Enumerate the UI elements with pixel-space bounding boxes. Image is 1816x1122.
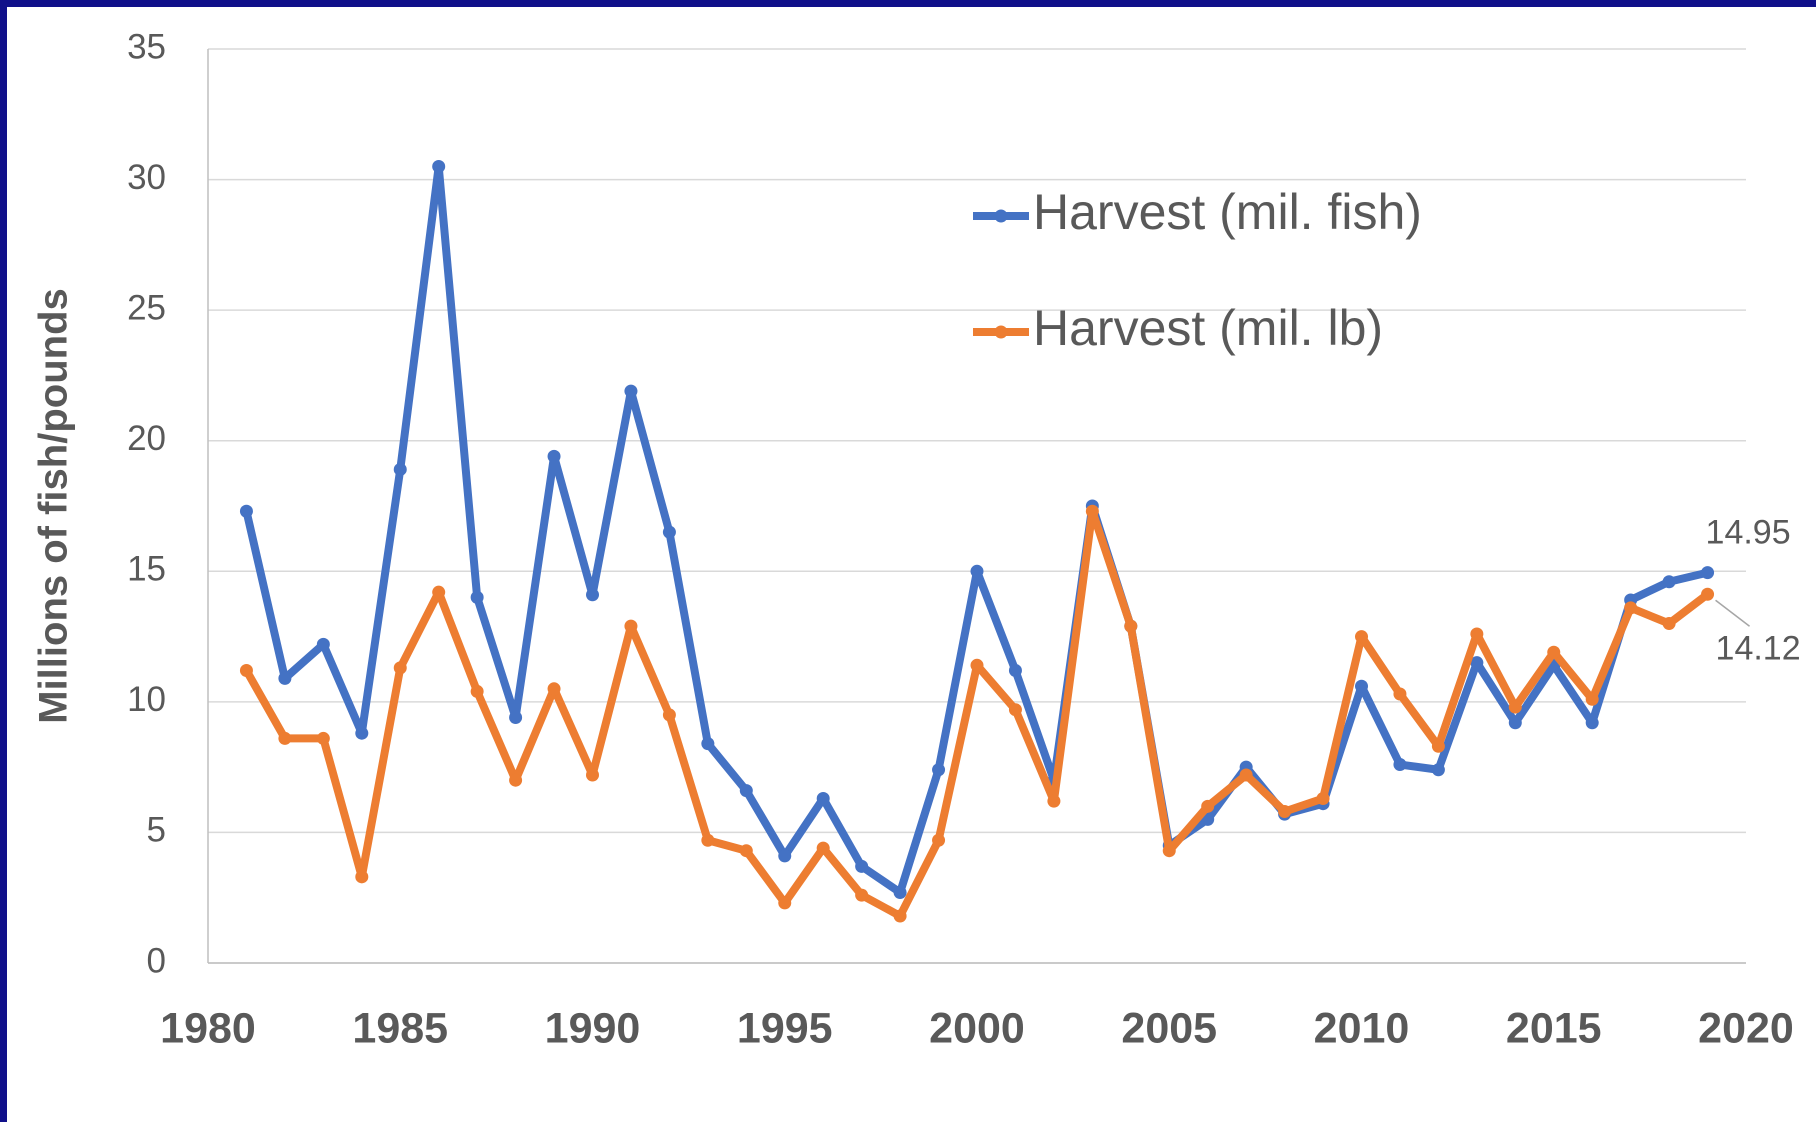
point — [1162, 844, 1176, 858]
point — [739, 844, 753, 858]
y-tick-label: 10 — [127, 680, 166, 719]
point — [1008, 703, 1022, 717]
point — [701, 833, 715, 847]
point — [1278, 805, 1292, 819]
point — [509, 711, 523, 725]
point — [1662, 617, 1676, 631]
leader-line — [1715, 599, 1751, 627]
point — [1585, 692, 1599, 706]
x-tick-label: 2005 — [1121, 1004, 1217, 1052]
point — [1547, 645, 1561, 659]
y-tick-label: 15 — [127, 550, 166, 589]
point — [1393, 758, 1407, 772]
point — [509, 773, 523, 787]
point — [1470, 627, 1484, 641]
y-axis-title: Millions of fish/pounds — [32, 288, 76, 724]
point — [624, 384, 638, 398]
x-tick-label: 2000 — [929, 1004, 1025, 1052]
x-tick-label: 1980 — [160, 1004, 256, 1052]
point — [893, 885, 907, 899]
point — [932, 833, 946, 847]
x-tick-label: 1995 — [737, 1004, 833, 1052]
point — [586, 588, 599, 602]
point — [355, 870, 369, 884]
y-tick-label: 20 — [127, 419, 166, 458]
point — [393, 462, 407, 476]
y-tick-label: 25 — [127, 288, 166, 327]
point — [1355, 630, 1368, 644]
point — [547, 449, 561, 463]
point — [1316, 791, 1330, 805]
point — [239, 504, 253, 518]
point — [1585, 716, 1599, 730]
x-tick-label: 1990 — [545, 1004, 641, 1052]
point — [1124, 619, 1138, 633]
x-tick-label: 2010 — [1314, 1004, 1410, 1052]
point — [1085, 504, 1099, 518]
y-tick-label: 35 — [127, 27, 166, 66]
data-label: 14.12 — [1716, 629, 1801, 667]
point — [778, 896, 792, 910]
point — [470, 684, 484, 698]
point — [1008, 664, 1022, 678]
point — [816, 841, 830, 855]
point — [1470, 656, 1484, 670]
point — [1201, 799, 1215, 813]
point — [278, 671, 292, 685]
point — [1508, 700, 1522, 714]
point — [624, 619, 638, 633]
point — [432, 585, 446, 599]
y-tick-label: 5 — [147, 811, 166, 850]
point — [393, 661, 407, 675]
legend-marker — [994, 325, 1008, 339]
legend-label: Harvest (mil. fish) — [1033, 184, 1422, 240]
point — [470, 590, 484, 604]
series-line — [242, 162, 1709, 897]
point — [355, 726, 369, 740]
point — [893, 909, 907, 923]
point — [701, 737, 715, 751]
point — [1431, 739, 1445, 753]
point — [316, 731, 330, 745]
legend-label: Harvest (mil. lb) — [1033, 300, 1383, 356]
x-tick-label: 1985 — [352, 1004, 448, 1052]
y-tick-label: 0 — [147, 941, 166, 980]
legend-marker — [994, 209, 1008, 223]
point — [1393, 687, 1407, 701]
point — [547, 682, 561, 696]
point — [1701, 587, 1715, 601]
point — [239, 664, 253, 678]
point — [662, 525, 676, 539]
point — [855, 888, 869, 902]
point — [1624, 601, 1638, 615]
point — [932, 763, 946, 777]
point — [316, 637, 330, 651]
point — [1355, 679, 1368, 693]
point — [970, 564, 984, 578]
point — [1662, 575, 1676, 589]
point — [816, 791, 830, 805]
point — [1508, 716, 1522, 730]
point — [586, 768, 599, 782]
point — [1239, 768, 1253, 782]
point — [432, 160, 446, 174]
point — [1047, 794, 1061, 808]
point — [662, 708, 676, 722]
point — [778, 849, 792, 863]
point — [1431, 763, 1445, 777]
point — [739, 784, 753, 798]
point — [1701, 566, 1715, 580]
x-tick-label: 2015 — [1506, 1004, 1602, 1052]
x-tick-label: 2020 — [1698, 1004, 1794, 1052]
y-tick-label: 30 — [127, 158, 166, 197]
point — [278, 731, 292, 745]
data-label: 14.95 — [1706, 514, 1791, 552]
point — [970, 658, 984, 672]
point — [855, 859, 869, 873]
